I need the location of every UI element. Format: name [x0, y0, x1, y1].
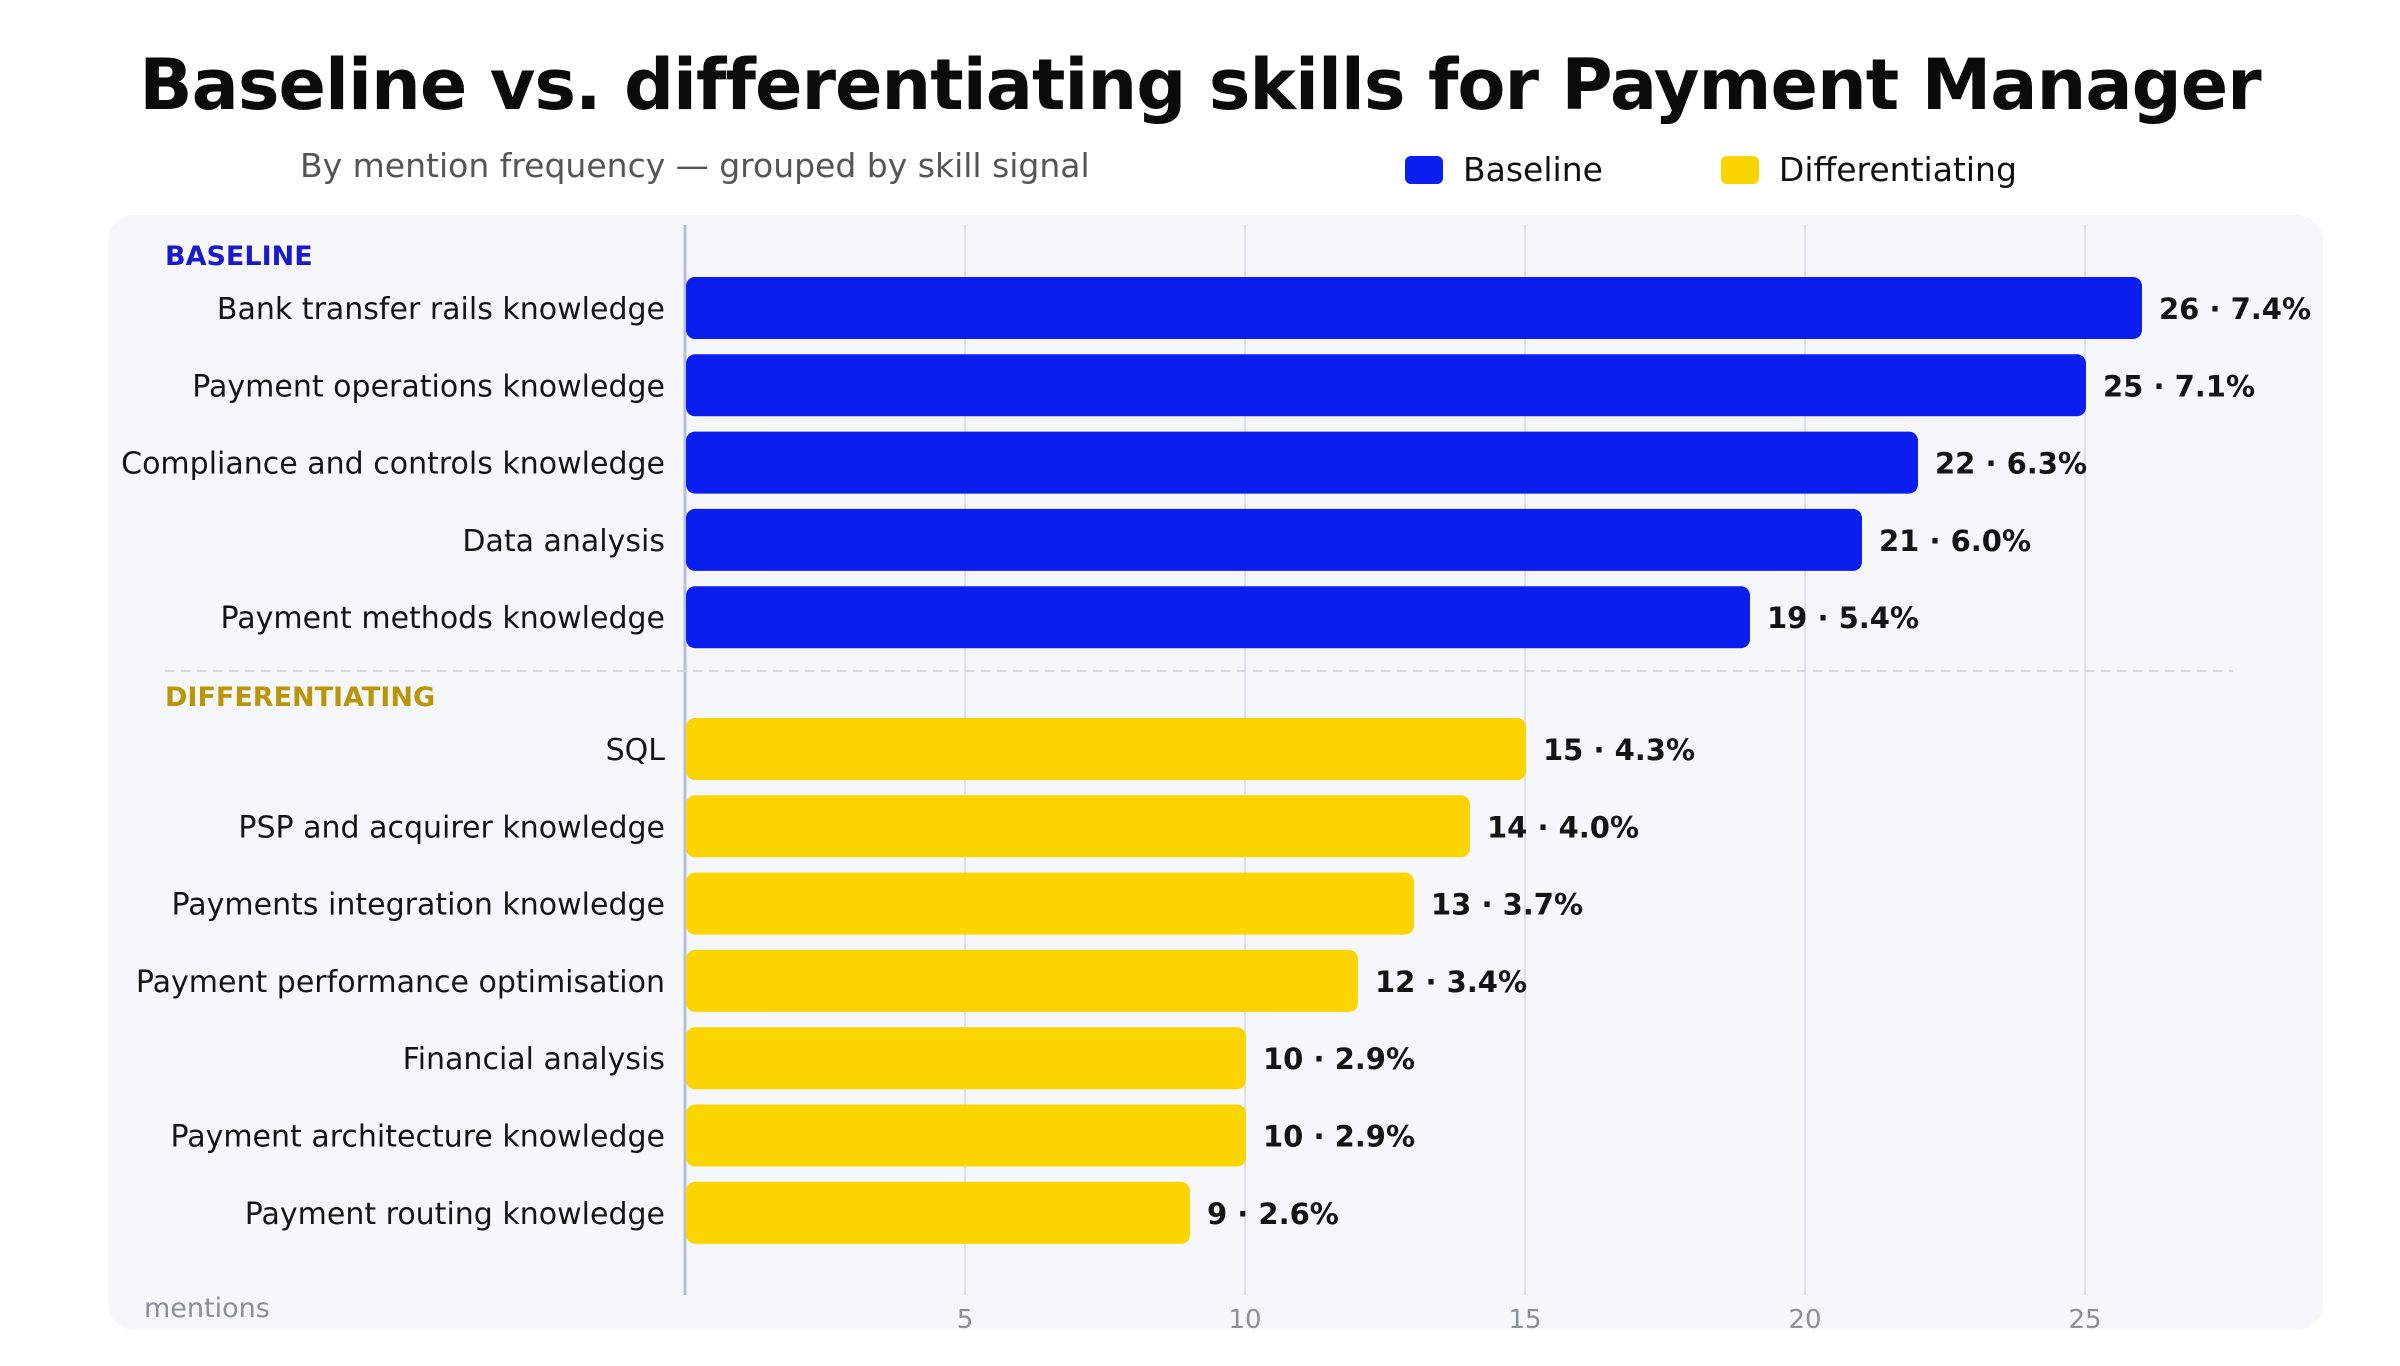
- category-label-payment-methods-knowledge: Payment methods knowledge: [220, 601, 665, 636]
- legend-label-differentiating: Differentiating: [1778, 150, 2017, 189]
- legend-item-differentiating: Differentiating: [1720, 150, 2017, 189]
- value-label-payment-routing-knowledge: 9 · 2.6%: [1207, 1197, 1339, 1231]
- bar-psp-and-acquirer-knowledge: [686, 795, 1470, 858]
- x-tick-label-25: 25: [2068, 1305, 2101, 1330]
- bar-bank-transfer-rails-knowledge: [686, 277, 2142, 339]
- value-label-data-analysis: 21 · 6.0%: [1879, 524, 2031, 558]
- x-tick-label-20: 20: [1788, 1305, 1821, 1330]
- bar-sql: [686, 718, 1526, 780]
- bar-data-analysis: [686, 508, 1862, 571]
- chart-title: Baseline vs. differentiating skills for …: [139, 44, 2261, 126]
- group-heading-differentiating: DIFFERENTIATING: [165, 682, 435, 713]
- value-label-bank-transfer-rails-knowledge: 26 · 7.4%: [2159, 292, 2311, 326]
- bar-chart: 5 10 15 20 25 mentions BASELINE Bank transfer r…: [121, 225, 2311, 1330]
- value-label-payments-integration-knowledge: 13 · 3.7%: [1431, 888, 1583, 922]
- value-label-financial-analysis: 10 · 2.9%: [1263, 1042, 1415, 1076]
- bar-payment-methods-knowledge: [686, 586, 1750, 649]
- category-label-payment-routing-knowledge: Payment routing knowledge: [245, 1197, 665, 1232]
- bar-payment-operations-knowledge: [686, 354, 2086, 417]
- category-label-payment-performance-optimisation: Payment performance optimisation: [136, 965, 665, 1000]
- legend-swatch-baseline: [1405, 155, 1443, 184]
- chart-legend: Baseline Differentiating: [1405, 150, 2017, 189]
- value-label-payment-methods-knowledge: 19 · 5.4%: [1767, 601, 1919, 635]
- value-label-payment-architecture-knowledge: 10 · 2.9%: [1263, 1120, 1415, 1154]
- x-axis-label: mentions: [144, 1293, 270, 1324]
- group-heading-baseline: BASELINE: [165, 241, 313, 272]
- bar-payment-performance-optimisation: [686, 949, 1358, 1012]
- x-tick-label-10: 10: [1228, 1305, 1261, 1330]
- bar-payments-integration-knowledge: [686, 872, 1414, 935]
- category-label-payment-architecture-knowledge: Payment architecture knowledge: [170, 1120, 665, 1155]
- value-label-compliance-and-controls-knowledge: 22 · 6.3%: [1935, 447, 2087, 481]
- category-label-data-analysis: Data analysis: [462, 524, 665, 559]
- bar-financial-analysis: [686, 1027, 1246, 1090]
- bar-payment-architecture-knowledge: [686, 1104, 1246, 1167]
- category-label-financial-analysis: Financial analysis: [403, 1042, 665, 1077]
- chart-panel: 5 10 15 20 25 mentions BASELINE Bank transfer r…: [108, 215, 2323, 1330]
- x-tick-label-15: 15: [1508, 1305, 1541, 1330]
- legend-label-baseline: Baseline: [1463, 150, 1603, 189]
- category-label-sql: SQL: [606, 733, 666, 768]
- category-label-payments-integration-knowledge: Payments integration knowledge: [172, 888, 665, 923]
- category-label-psp-and-acquirer-knowledge: PSP and acquirer knowledge: [238, 810, 665, 845]
- legend-swatch-differentiating: [1720, 155, 1759, 184]
- bar-payment-routing-knowledge: [686, 1181, 1190, 1244]
- category-label-compliance-and-controls-knowledge: Compliance and controls knowledge: [121, 447, 665, 482]
- bar-compliance-and-controls-knowledge: [686, 431, 1918, 494]
- value-label-payment-operations-knowledge: 25 · 7.1%: [2103, 369, 2255, 403]
- category-label-bank-transfer-rails-knowledge: Bank transfer rails knowledge: [217, 292, 665, 327]
- category-label-payment-operations-knowledge: Payment operations knowledge: [192, 369, 665, 404]
- chart-subtitle: By mention frequency — grouped by skill …: [300, 146, 1090, 185]
- x-tick-label-5: 5: [957, 1305, 974, 1330]
- value-label-payment-performance-optimisation: 12 · 3.4%: [1375, 965, 1527, 999]
- value-label-sql: 15 · 4.3%: [1543, 733, 1695, 767]
- legend-item-baseline: Baseline: [1405, 150, 1603, 189]
- value-label-psp-and-acquirer-knowledge: 14 · 4.0%: [1487, 810, 1639, 844]
